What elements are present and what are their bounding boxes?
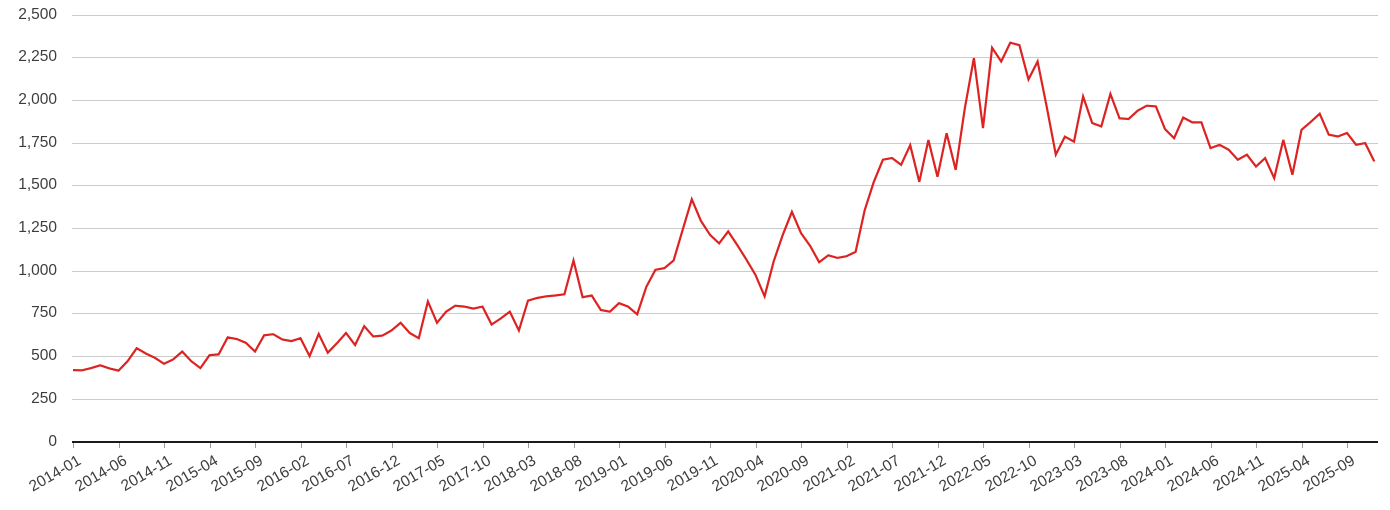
y-gridline bbox=[72, 14, 1378, 16]
y-axis-label: 1,250 bbox=[18, 219, 57, 236]
x-axis-tick bbox=[755, 442, 757, 448]
y-axis-label: 2,250 bbox=[18, 48, 57, 66]
x-axis-tick bbox=[437, 442, 438, 448]
y-gridline bbox=[72, 57, 1378, 59]
x-axis-tick bbox=[1028, 442, 1030, 448]
x-axis-line bbox=[72, 441, 1378, 443]
x-axis-tick bbox=[1165, 442, 1166, 448]
x-axis-tick bbox=[846, 442, 848, 448]
x-axis-tick bbox=[1074, 442, 1075, 448]
x-axis-tick bbox=[937, 442, 939, 448]
y-axis-label: 1,750 bbox=[18, 133, 57, 151]
y-gridline bbox=[72, 356, 1378, 358]
x-axis-tick bbox=[346, 442, 347, 448]
x-axis-tick bbox=[1347, 442, 1348, 448]
y-axis-label: 1,000 bbox=[18, 261, 57, 279]
x-axis-tick bbox=[664, 442, 666, 448]
x-axis-tick bbox=[391, 442, 393, 448]
y-gridline bbox=[72, 99, 1378, 101]
x-axis-tick bbox=[1256, 442, 1257, 448]
x-axis-tick bbox=[801, 442, 802, 448]
x-axis-tick bbox=[300, 442, 302, 448]
y-axis-label: 500 bbox=[31, 347, 57, 365]
y-gridline bbox=[72, 313, 1378, 315]
y-axis-label: 2,000 bbox=[18, 90, 57, 108]
x-axis-tick bbox=[73, 442, 74, 448]
x-axis-tick bbox=[1301, 442, 1303, 448]
y-gridline bbox=[72, 270, 1378, 272]
y-gridline bbox=[72, 185, 1378, 187]
y-axis-label: 2,500 bbox=[18, 5, 57, 23]
x-axis-tick bbox=[255, 442, 256, 448]
y-axis-label: 750 bbox=[31, 304, 57, 322]
x-axis-tick bbox=[892, 442, 893, 448]
x-axis-tick bbox=[573, 442, 575, 448]
y-axis-label: 1,500 bbox=[18, 176, 57, 194]
x-axis-tick bbox=[118, 442, 120, 448]
y-axis-label: 250 bbox=[31, 389, 57, 407]
x-axis-tick bbox=[1210, 442, 1212, 448]
x-axis-tick bbox=[1119, 442, 1121, 448]
y-gridline bbox=[72, 398, 1378, 400]
y-axis-label: 0 bbox=[48, 432, 57, 450]
x-axis-tick bbox=[528, 442, 529, 448]
x-axis-tick bbox=[710, 442, 711, 448]
x-axis-tick bbox=[482, 442, 484, 448]
y-gridline bbox=[72, 142, 1378, 144]
x-axis-tick bbox=[209, 442, 211, 448]
x-axis-tick bbox=[164, 442, 165, 448]
x-axis-tick bbox=[619, 442, 620, 448]
x-axis-tick bbox=[983, 442, 984, 448]
series-line bbox=[72, 41, 1376, 372]
y-gridline bbox=[72, 228, 1378, 229]
